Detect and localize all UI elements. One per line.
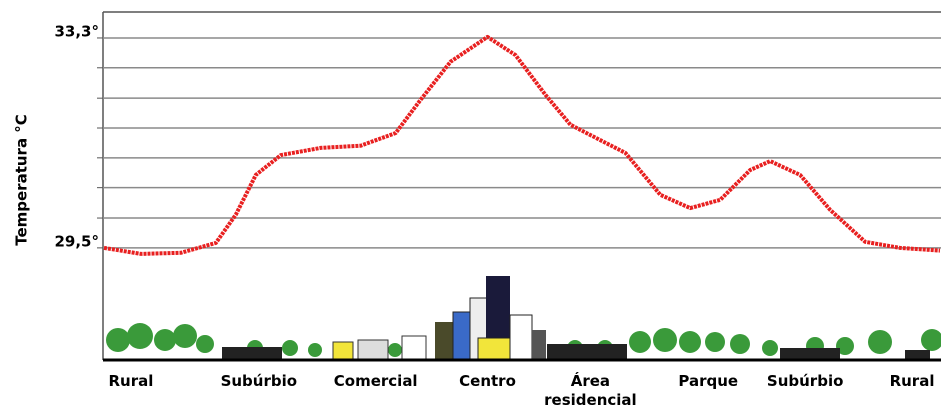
skyline — [106, 276, 941, 360]
chart: Temperatura °C 29,5°33,3° RuralSubúrbioC… — [0, 0, 941, 414]
x-tick-label: Centro — [433, 372, 543, 391]
x-tick-label: Parque — [653, 372, 763, 391]
x-tick-label: Rural — [76, 372, 186, 391]
temperature-line — [104, 37, 940, 254]
x-tick-label: Subúrbio — [204, 372, 314, 391]
y-tick-label: 33,3° — [54, 22, 99, 40]
y-axis-label: Temperatura °C — [13, 114, 31, 246]
y-tick-label: 29,5° — [54, 232, 99, 250]
x-tick-label: Subúrbio — [750, 372, 860, 391]
x-tick-label: Rural — [857, 372, 941, 391]
x-tick-label: Comercial — [321, 372, 431, 391]
x-tick-label: Área residencial — [535, 372, 645, 410]
plot: Temperatura °C 29,5° 33,3° — [0, 0, 941, 414]
